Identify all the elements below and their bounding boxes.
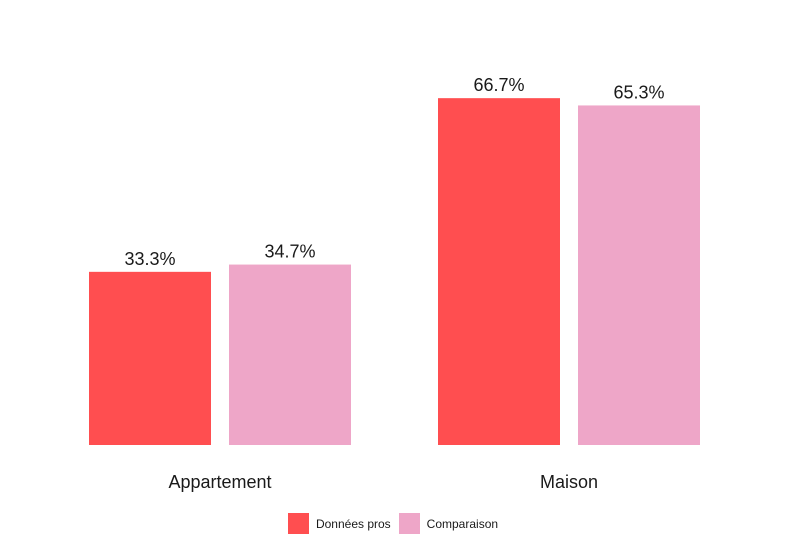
bar-appartement-series-2 [229,264,351,445]
legend: Données pros Comparaison [0,513,786,534]
bar-chart: 33.3% 34.7% Appartement 66.7% 65.3% Maison [89,75,700,492]
bar-maison-series-1 [438,98,560,445]
legend-swatch-series-2 [398,513,420,534]
category-label-appartement: Appartement [168,472,271,492]
data-label-appartement-series-1: 33.3% [124,249,175,269]
legend-swatch-series-1 [287,513,309,534]
legend-item-series-2: Comparaison [398,513,499,534]
data-label-appartement-series-2: 34.7% [264,242,315,262]
bar-appartement-series-1 [89,271,211,445]
category-label-maison: Maison [540,472,598,492]
data-label-maison-series-2: 65.3% [613,82,664,102]
legend-label-series-2: Comparaison [426,516,499,531]
legend-label-series-1: Données pros [315,516,391,531]
data-label-maison-series-1: 66.7% [473,75,524,95]
bar-maison-series-2 [578,105,700,445]
legend-item-series-1: Données pros [287,513,391,534]
